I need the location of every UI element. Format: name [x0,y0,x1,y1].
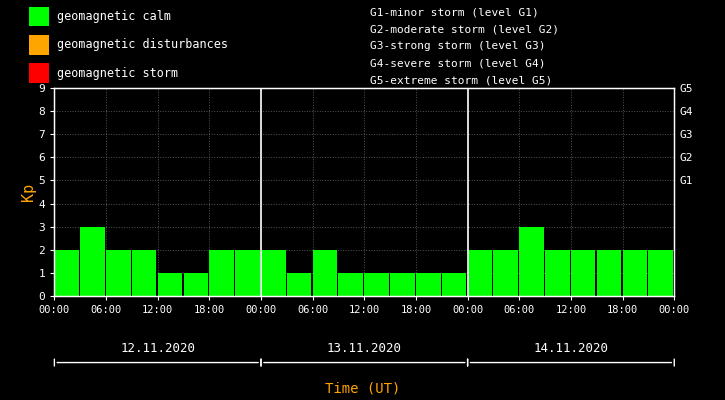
Bar [29,7,49,26]
Bar [80,227,104,296]
Bar [494,250,518,296]
Bar [312,250,337,296]
Bar [519,227,544,296]
Bar [183,273,208,296]
Text: Time (UT): Time (UT) [325,382,400,396]
Bar [545,250,570,296]
Text: G5-extreme storm (level G5): G5-extreme storm (level G5) [370,76,552,86]
Bar [648,250,673,296]
Bar [106,250,130,296]
Text: G1-minor storm (level G1): G1-minor storm (level G1) [370,7,539,17]
Text: geomagnetic disturbances: geomagnetic disturbances [57,38,228,51]
Bar [339,273,363,296]
Bar [390,273,415,296]
Text: G2-moderate storm (level G2): G2-moderate storm (level G2) [370,24,559,34]
Bar [442,273,466,296]
Bar [29,35,49,54]
Text: 14.11.2020: 14.11.2020 [534,342,608,355]
Bar [468,250,492,296]
Text: geomagnetic calm: geomagnetic calm [57,10,170,23]
Bar [29,63,49,83]
Bar [157,273,182,296]
Bar [210,250,234,296]
Bar [132,250,157,296]
Bar [623,250,647,296]
Text: G4-severe storm (level G4): G4-severe storm (level G4) [370,58,545,68]
Text: 12.11.2020: 12.11.2020 [120,342,195,355]
Bar [54,250,79,296]
Bar [235,250,260,296]
Text: G3-strong storm (level G3): G3-strong storm (level G3) [370,41,545,51]
Bar [364,273,389,296]
Bar [287,273,311,296]
Bar [261,250,286,296]
Bar [597,250,621,296]
Bar [416,273,441,296]
Y-axis label: Kp: Kp [21,183,36,201]
Text: 13.11.2020: 13.11.2020 [327,342,402,355]
Bar [571,250,595,296]
Text: geomagnetic storm: geomagnetic storm [57,66,178,80]
